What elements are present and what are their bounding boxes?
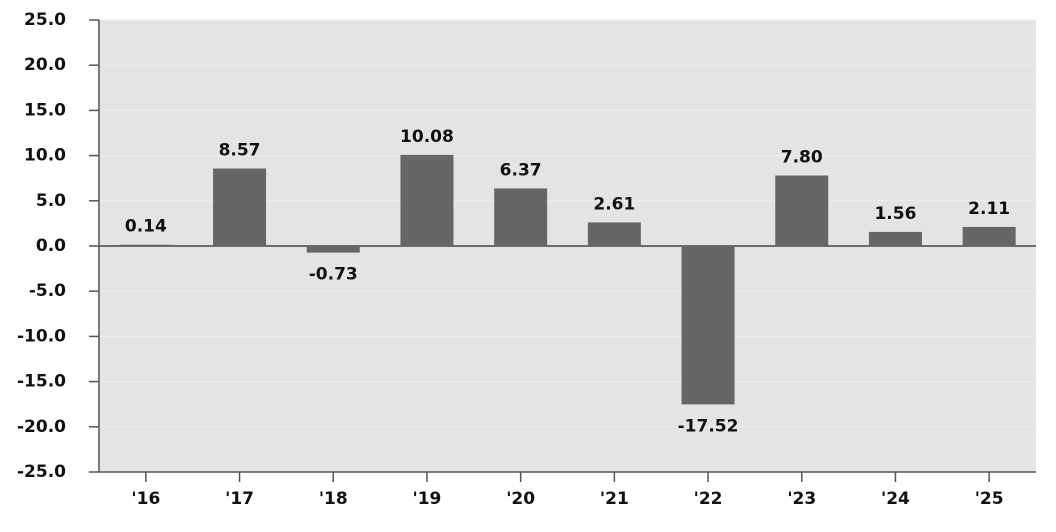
bar: [213, 168, 267, 246]
data-label: 6.37: [500, 160, 542, 180]
bar: [587, 222, 641, 246]
bar: [681, 246, 735, 405]
y-tick-label: 5.0: [36, 191, 66, 211]
y-tick-label: -25.0: [17, 462, 66, 482]
data-label: 7.80: [781, 147, 823, 167]
bar: [400, 154, 454, 246]
y-tick-label: -20.0: [17, 417, 66, 437]
x-tick-label: '17: [225, 489, 254, 509]
y-tick-label: 20.0: [24, 55, 66, 75]
data-label: -17.52: [678, 416, 739, 436]
x-tick-label: '18: [319, 489, 348, 509]
x-tick-label: '19: [413, 489, 442, 509]
bar: [868, 231, 922, 246]
data-label: 2.61: [593, 194, 635, 214]
x-tick-label: '24: [881, 489, 910, 509]
y-tick-label: -15.0: [17, 372, 66, 392]
y-tick-label: 25.0: [24, 10, 66, 30]
bar: [306, 246, 360, 253]
y-tick-label: 15.0: [24, 100, 66, 120]
data-label: 0.14: [125, 217, 167, 237]
bar: [119, 244, 173, 246]
y-tick-label: 10.0: [24, 146, 66, 166]
data-label: 8.57: [219, 141, 261, 161]
bar: [775, 175, 829, 246]
x-tick-label: '20: [506, 489, 535, 509]
x-tick-label: '16: [131, 489, 160, 509]
x-tick-label: '21: [600, 489, 629, 509]
x-tick-label: '23: [787, 489, 816, 509]
x-tick-label: '22: [694, 489, 723, 509]
y-tick-label: 0.0: [36, 236, 66, 256]
data-label: 1.56: [874, 204, 916, 224]
bar: [494, 188, 548, 246]
data-label: 2.11: [968, 199, 1010, 219]
bar: [962, 226, 1016, 246]
x-tick-label: '25: [975, 489, 1004, 509]
data-label: 10.08: [400, 127, 454, 147]
y-tick-label: -5.0: [29, 281, 66, 301]
data-label: -0.73: [309, 265, 358, 285]
y-tick-label: -10.0: [17, 326, 66, 346]
